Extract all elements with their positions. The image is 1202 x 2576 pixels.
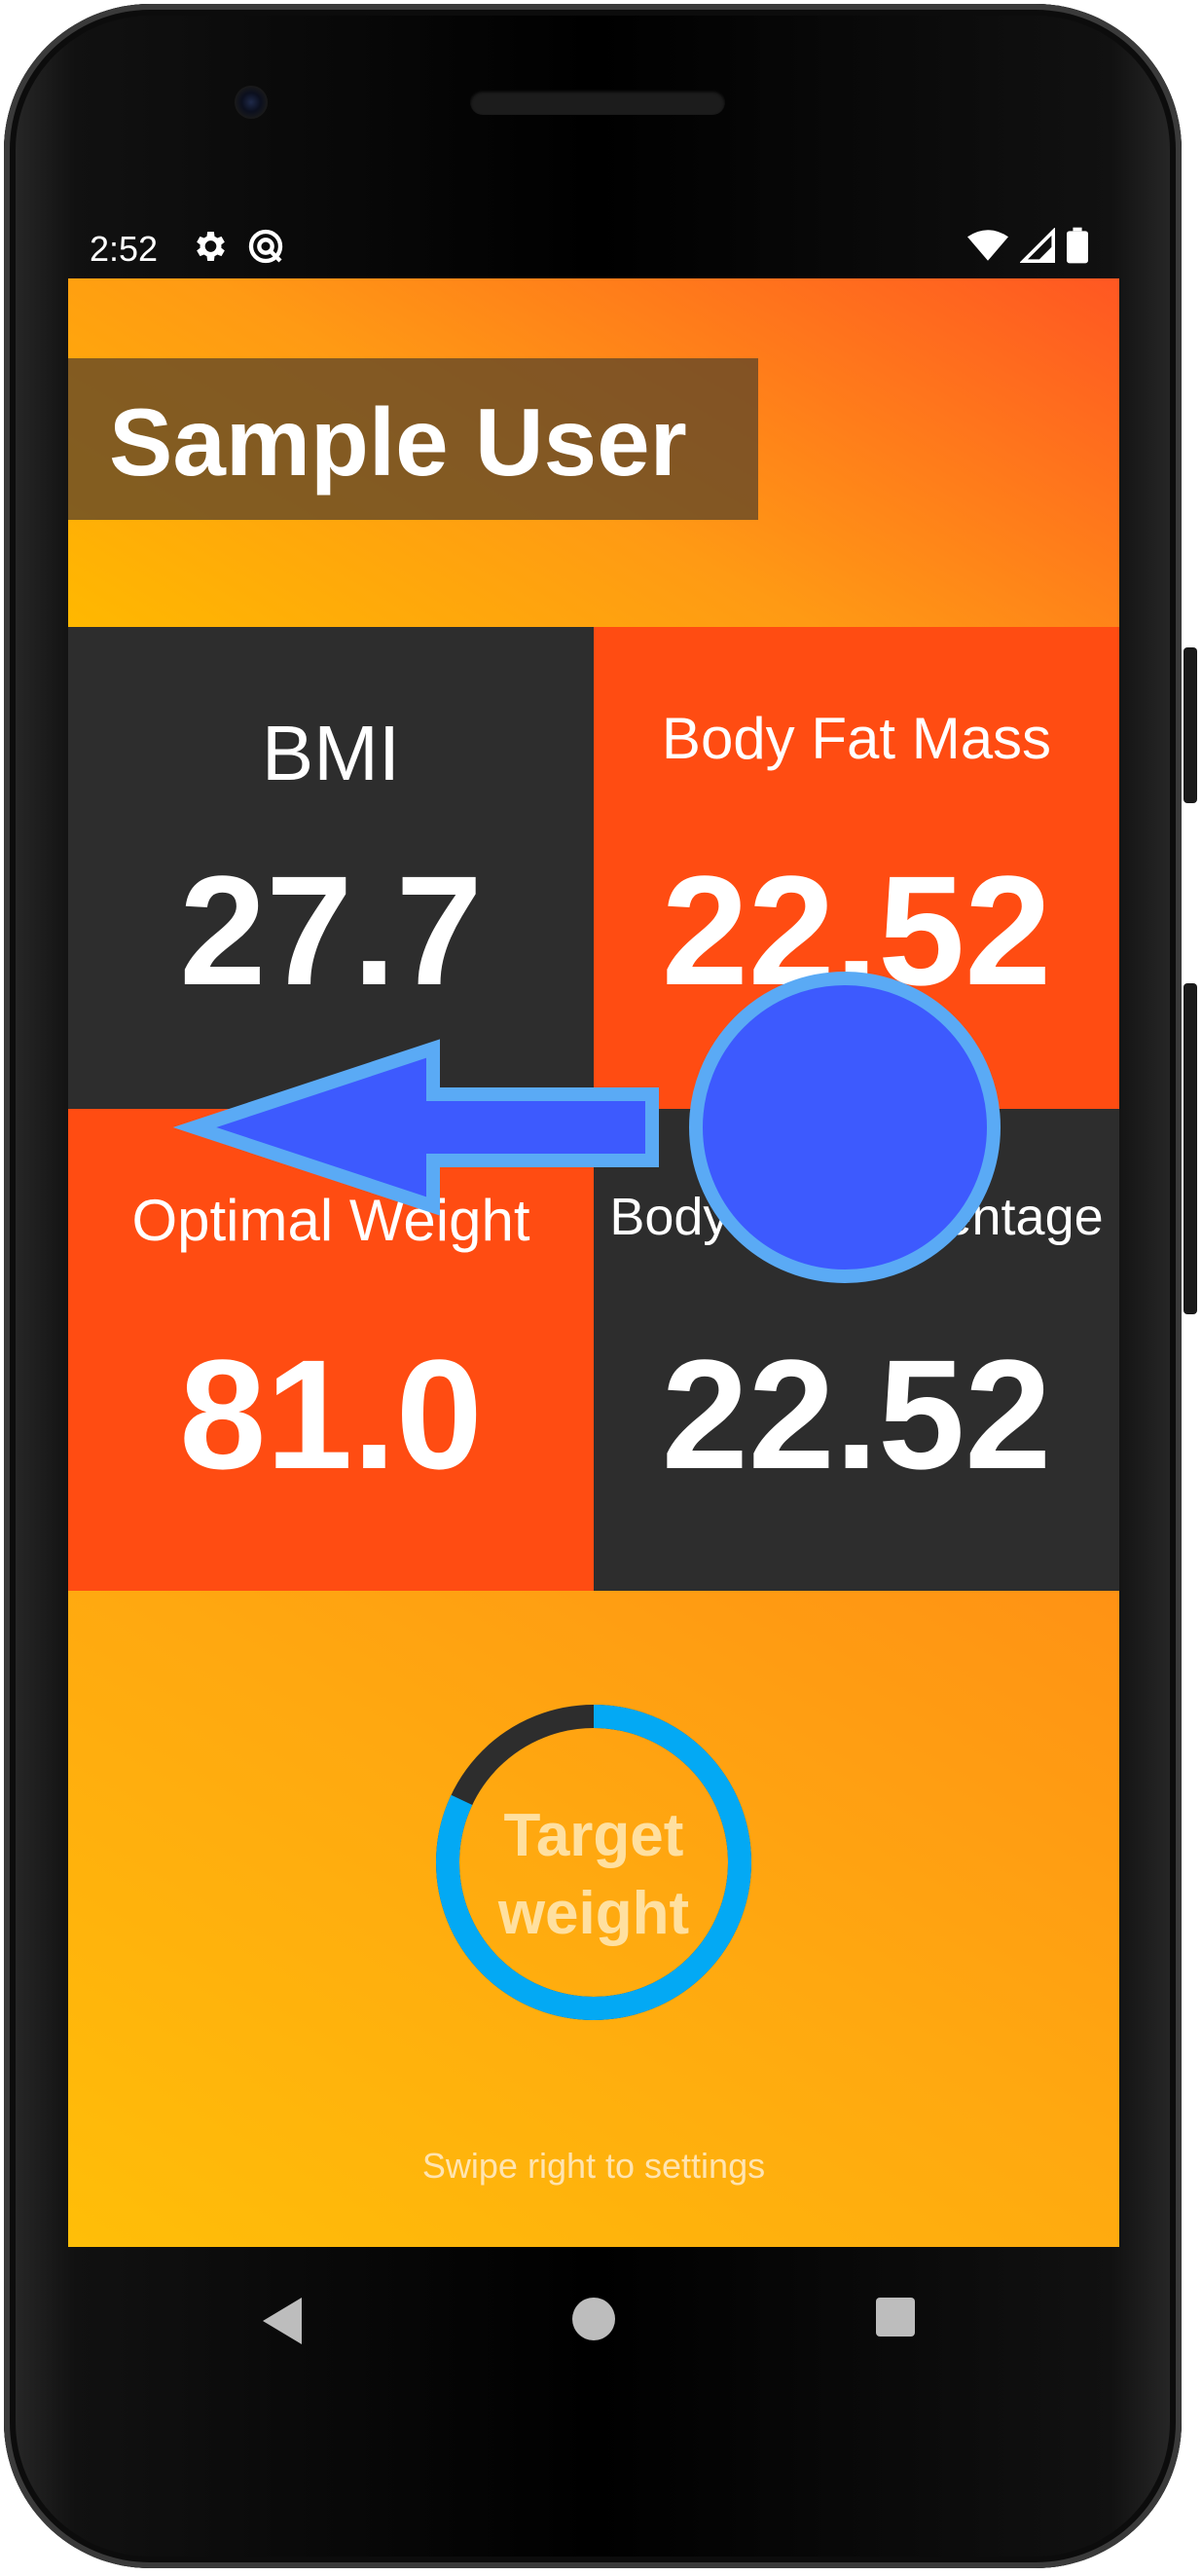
back-icon[interactable] (263, 2298, 306, 2344)
gear-icon (197, 232, 225, 261)
bmi-value: 27.7 (179, 843, 483, 1017)
profile-header: Sample User (68, 278, 1119, 627)
optimal-weight-value: 81.0 (179, 1327, 483, 1501)
recents-icon[interactable] (876, 2298, 915, 2337)
battery-icon (1067, 227, 1088, 264)
target-section: Target weight Swipe right to settings (68, 1591, 1119, 2247)
optimal-weight-label: Optimal Weight (131, 1188, 530, 1253)
sync-icon (248, 229, 283, 264)
user-name: Sample User (109, 388, 687, 496)
body-fat-percentage-label: Body Fat Percentage (609, 1188, 1104, 1246)
bmi-tile[interactable]: BMI 27.7 (68, 627, 594, 1109)
user-name-box: Sample User (68, 358, 758, 520)
front-camera (235, 86, 268, 119)
target-weight-label: Target weight (434, 1797, 753, 1953)
body-fat-mass-label: Body Fat Mass (661, 706, 1052, 771)
optimal-weight-tile[interactable]: Optimal Weight 81.0 (68, 1109, 594, 1591)
target-label-line1: Target (503, 1802, 684, 1869)
earpiece (470, 90, 725, 115)
wifi-icon (967, 230, 1008, 261)
progress-arc (436, 1705, 751, 2020)
body-fat-percentage-tile[interactable]: Body Fat Percentage 22.52 (594, 1109, 1119, 1591)
body-fat-mass-tile[interactable]: Body Fat Mass 22.52 (594, 627, 1119, 1109)
body-fat-percentage-value: 22.52 (661, 1327, 1052, 1501)
navigation-bar (68, 2247, 1119, 2393)
power-button (1184, 647, 1197, 803)
target-label-line2: weight (497, 1880, 690, 1947)
body-fat-mass-value: 22.52 (661, 843, 1052, 1017)
home-icon[interactable] (572, 2298, 615, 2340)
app-screen: Sample User BMI 27.7 Body Fat Mass 22.52… (68, 278, 1119, 2247)
target-weight-progress-ring[interactable] (434, 1703, 753, 2022)
signal-icon (1020, 228, 1055, 263)
swipe-hint: Swipe right to settings (421, 2146, 766, 2186)
status-bar: 2:52 (68, 219, 1110, 277)
bmi-label: BMI (261, 710, 401, 796)
status-time: 2:52 (90, 229, 159, 269)
volume-button (1184, 983, 1197, 1314)
